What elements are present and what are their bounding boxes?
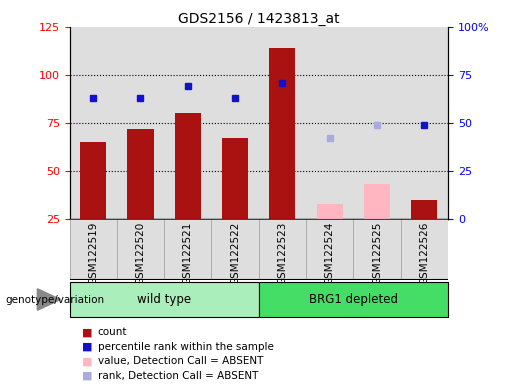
Text: BRG1 depleted: BRG1 depleted	[309, 293, 398, 306]
Text: GSM122523: GSM122523	[278, 222, 287, 285]
Bar	[80, 142, 106, 219]
Bar	[128, 129, 153, 219]
Title: GDS2156 / 1423813_at: GDS2156 / 1423813_at	[178, 12, 339, 26]
Text: ■: ■	[82, 356, 93, 366]
Text: GSM122522: GSM122522	[230, 222, 240, 285]
Bar	[259, 27, 306, 219]
Text: wild type: wild type	[137, 293, 191, 306]
Bar	[353, 27, 401, 219]
Text: ■: ■	[82, 342, 93, 352]
Text: genotype/variation: genotype/variation	[5, 295, 104, 305]
Bar	[306, 27, 353, 219]
Bar	[175, 113, 201, 219]
Bar	[164, 27, 212, 219]
Bar	[364, 184, 390, 219]
Text: percentile rank within the sample: percentile rank within the sample	[98, 342, 274, 352]
Text: ■: ■	[82, 371, 93, 381]
Bar	[70, 27, 117, 219]
Text: count: count	[98, 327, 127, 337]
Bar	[401, 27, 448, 219]
Bar	[70, 282, 259, 317]
Text: ■: ■	[82, 327, 93, 337]
Bar	[117, 27, 164, 219]
Text: rank, Detection Call = ABSENT: rank, Detection Call = ABSENT	[98, 371, 258, 381]
Text: GSM122521: GSM122521	[183, 222, 193, 285]
Bar	[222, 138, 248, 219]
Text: GSM122520: GSM122520	[135, 222, 146, 285]
Bar	[269, 48, 296, 219]
Bar	[212, 27, 259, 219]
Polygon shape	[38, 289, 61, 310]
Text: GSM122525: GSM122525	[372, 222, 382, 285]
Bar	[317, 204, 343, 219]
Text: GSM122519: GSM122519	[88, 222, 98, 285]
Text: value, Detection Call = ABSENT: value, Detection Call = ABSENT	[98, 356, 263, 366]
Bar	[411, 200, 437, 219]
Text: GSM122524: GSM122524	[325, 222, 335, 285]
Text: GSM122526: GSM122526	[419, 222, 430, 285]
Bar	[259, 282, 448, 317]
